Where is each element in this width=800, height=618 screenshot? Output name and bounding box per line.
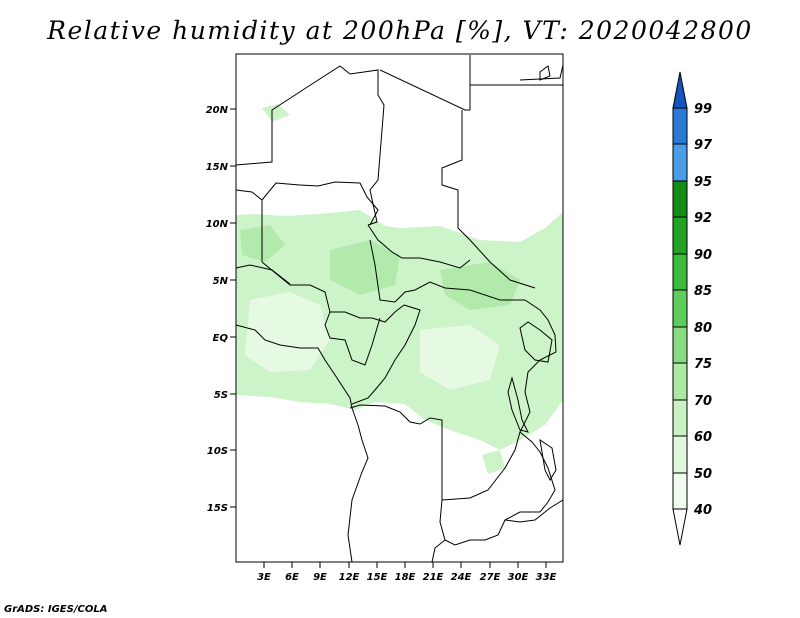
colorbar-segment-50 xyxy=(672,435,688,474)
lon-label: 33E xyxy=(536,572,557,583)
colorbar-segment-85 xyxy=(672,253,688,291)
lat-label: 15N xyxy=(206,162,229,173)
border-line xyxy=(379,55,471,111)
humidity-patch-strong xyxy=(440,262,520,310)
colorbar-label: 90 xyxy=(694,248,712,263)
coast-line xyxy=(519,64,564,81)
humidity-field xyxy=(236,104,563,474)
lat-label: 20N xyxy=(206,105,229,116)
border-line xyxy=(351,304,421,405)
border-line xyxy=(261,200,405,323)
lat-label: 10S xyxy=(207,446,228,457)
country-borders xyxy=(235,55,564,563)
humidity-patch-small xyxy=(482,450,505,474)
lake-outline xyxy=(539,438,557,482)
border-line xyxy=(367,224,471,269)
longitude-axis: 3E 6E 9E 12E 15E 18E 21E 24E 27E 30E 33E xyxy=(257,562,557,583)
border-line xyxy=(441,431,521,501)
lon-label: 27E xyxy=(480,572,501,583)
colorbar-label: 99 xyxy=(694,102,712,117)
border-line xyxy=(347,407,369,563)
lat-label: 15S xyxy=(207,503,228,514)
colorbar-label: 75 xyxy=(694,357,712,372)
lon-label: 9E xyxy=(313,572,327,583)
colorbar-segment-92 xyxy=(672,180,688,218)
humidity-patch-light xyxy=(245,292,330,372)
border-line xyxy=(235,264,291,285)
border-line xyxy=(235,65,385,226)
colorbar-label: 40 xyxy=(693,503,712,518)
colorbar-label: 50 xyxy=(694,467,712,482)
colorbar-segment-70 xyxy=(672,362,688,401)
lon-label: 3E xyxy=(257,572,271,583)
lat-label: 5S xyxy=(214,390,228,401)
lon-label: 12E xyxy=(339,572,360,583)
colorbar-label: 60 xyxy=(694,430,712,445)
colorbar-label: 97 xyxy=(694,138,713,153)
colorbar-segment-95 xyxy=(672,143,688,182)
humidity-patch-light xyxy=(420,325,500,390)
map-frame xyxy=(235,53,564,563)
grads-credit: GrADS: IGES/COLA xyxy=(4,604,108,615)
lon-label: 18E xyxy=(395,572,416,583)
colorbar xyxy=(672,71,688,546)
border-line xyxy=(504,499,564,523)
colorbar-segment-60 xyxy=(672,399,688,437)
colorbar-segment-90 xyxy=(672,216,688,255)
colorbar-label: 95 xyxy=(694,175,712,190)
colorbar-label: 92 xyxy=(694,211,712,226)
border-line xyxy=(431,539,446,563)
map-title: Relative humidity at 200hPa [%], VT: 202… xyxy=(47,16,753,45)
colorbar-label: 80 xyxy=(694,321,712,336)
colorbar-labels: 99 97 95 92 90 85 80 75 70 60 50 40 xyxy=(693,102,713,518)
colorbar-segment-75 xyxy=(672,326,688,364)
humidity-patch-strong xyxy=(330,240,400,295)
colorbar-label: 85 xyxy=(694,284,712,299)
colorbar-label: 70 xyxy=(694,394,712,409)
border-line xyxy=(235,181,379,226)
colorbar-top-arrow xyxy=(672,71,688,109)
latitude-axis: 20N 15N 10N 5N EQ 5S 10S 15S xyxy=(206,105,236,514)
lat-label: 5N xyxy=(213,276,229,287)
lake-outline xyxy=(519,321,553,363)
border-line xyxy=(441,110,536,289)
border-line xyxy=(369,239,525,303)
border-line xyxy=(235,324,353,409)
border-line xyxy=(349,299,557,546)
colorbar-segment-40 xyxy=(672,472,688,510)
lon-label: 6E xyxy=(285,572,299,583)
colorbar-bottom-arrow xyxy=(672,508,688,546)
humidity-patch-small xyxy=(262,104,290,122)
colorbar-segment-80 xyxy=(672,289,688,328)
lat-label: 10N xyxy=(206,219,229,230)
lon-label: 21E xyxy=(423,572,444,583)
border-line xyxy=(324,311,381,366)
lat-label: EQ xyxy=(213,333,229,344)
lake-outline xyxy=(507,376,529,433)
lake-outline xyxy=(539,65,551,81)
lon-label: 30E xyxy=(508,572,529,583)
lon-label: 15E xyxy=(367,572,388,583)
lon-label: 24E xyxy=(451,572,472,583)
colorbar-segment-97 xyxy=(672,107,688,145)
